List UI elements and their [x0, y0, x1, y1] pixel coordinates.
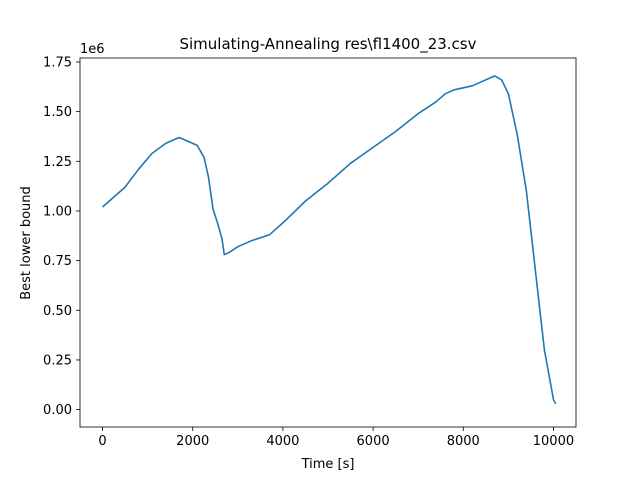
y-tick-label: 0.50 — [43, 304, 72, 319]
y-axis-label: Best lower bound — [19, 186, 34, 300]
x-tick-label: 10000 — [533, 434, 574, 449]
chart-title: Simulating-Annealing res\fl1400_23.csv — [179, 35, 476, 54]
y-tick-label: 0.75 — [43, 254, 72, 269]
y-tick-label: 1.50 — [43, 105, 72, 120]
x-tick-label: 0 — [98, 434, 106, 449]
y-tick-label: 0.00 — [43, 403, 72, 418]
series-line-0 — [101, 75, 557, 405]
y-tick-label: 1.00 — [43, 204, 72, 219]
plot-area: 0 2000 4000 6000 8000 10000 0.00 0.25 0.50 0.75 1.… — [43, 55, 577, 449]
y-tick-label: 1.25 — [43, 155, 72, 170]
y-tick-label: 0.25 — [43, 353, 72, 368]
x-axis-label: Time [s] — [301, 457, 355, 472]
x-tick-label: 2000 — [176, 434, 209, 449]
y-offset-label: 1e6 — [80, 42, 105, 57]
y-tick-label: 1.75 — [43, 55, 72, 70]
x-tick-label: 8000 — [447, 434, 480, 449]
x-tick-label: 4000 — [266, 434, 299, 449]
x-tick-label: 6000 — [357, 434, 390, 449]
axes-frame — [79, 57, 577, 428]
